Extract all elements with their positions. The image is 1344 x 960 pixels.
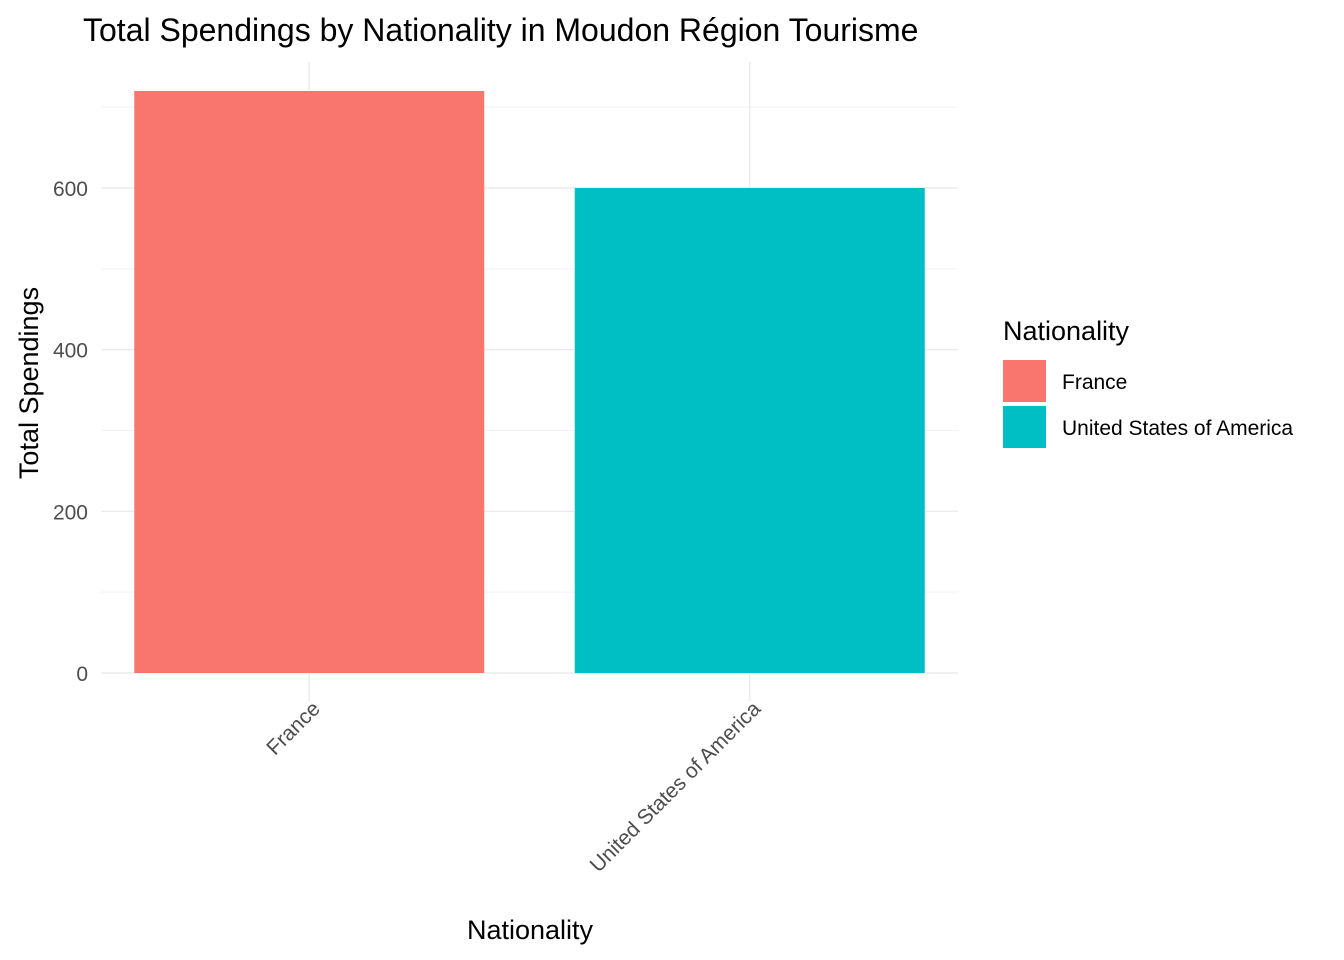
legend: Nationality France United States of Ameri… bbox=[1003, 316, 1293, 448]
legend-label: France bbox=[1062, 371, 1127, 394]
y-tick-label: 0 bbox=[76, 663, 88, 686]
x-tick-label: France bbox=[262, 697, 324, 759]
chart-title: Total Spendings by Nationality in Moudon… bbox=[83, 12, 918, 48]
x-axis-title: Nationality bbox=[467, 915, 594, 945]
y-tick-label: 200 bbox=[53, 501, 88, 524]
legend-title: Nationality bbox=[1003, 316, 1130, 346]
bar-france bbox=[134, 91, 485, 674]
x-tick-label: United States of America bbox=[586, 697, 766, 877]
x-axis-ticks: France United States of America bbox=[262, 697, 765, 877]
legend-label: United States of America bbox=[1062, 417, 1293, 440]
y-axis-title: Total Spendings bbox=[14, 287, 44, 479]
legend-swatch bbox=[1003, 406, 1046, 448]
y-tick-label: 400 bbox=[53, 340, 88, 363]
y-axis-ticks: 0 200 400 600 bbox=[53, 178, 88, 686]
bar-united-states-of-america bbox=[574, 188, 925, 673]
legend-swatch bbox=[1003, 360, 1046, 402]
y-tick-label: 600 bbox=[53, 178, 88, 201]
bars bbox=[134, 91, 925, 674]
